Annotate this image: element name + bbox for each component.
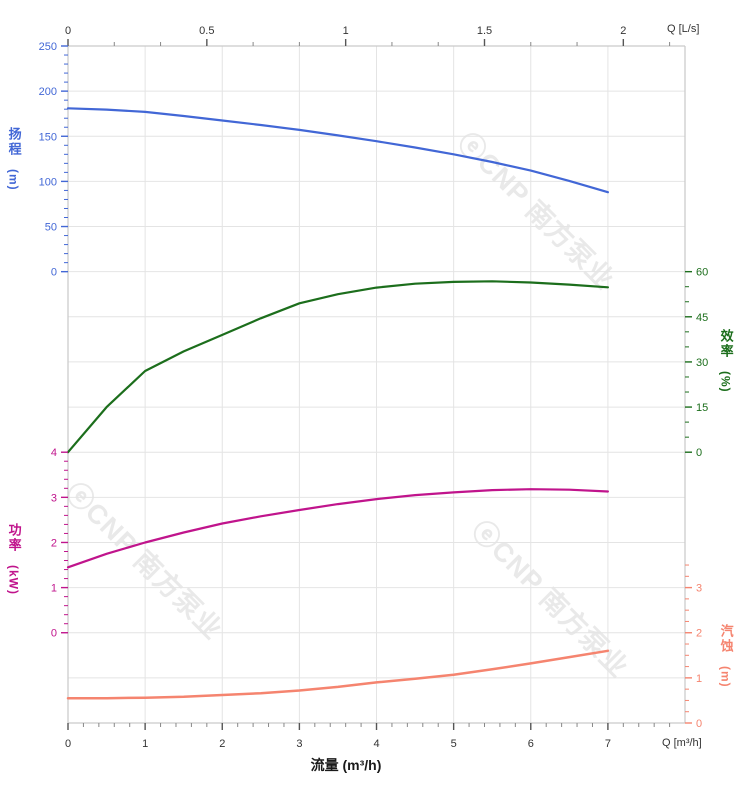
top-tick-label: 0.5 — [199, 25, 214, 37]
power-curve — [66, 488, 610, 569]
eff-tick-label: 30 — [696, 357, 708, 369]
npsh-tick-label: 2 — [696, 628, 702, 640]
power-tick-label: 0 — [51, 628, 57, 640]
head-curve — [66, 107, 610, 194]
head-tick-label: 250 — [39, 41, 57, 53]
npsh-curve — [66, 649, 610, 700]
power-axis-title: 功率 (kW) — [6, 523, 22, 595]
bottom-tick-label: 5 — [451, 738, 457, 750]
bottom-tick-label: 7 — [605, 738, 611, 750]
head-tick-label: 200 — [39, 86, 57, 98]
head-tick-label: 50 — [45, 222, 57, 234]
npsh-axis-title-text: 汽蚀 — [718, 624, 734, 654]
head-axis-title: 扬程 (m) — [6, 127, 22, 191]
bottom-tick-label: 2 — [219, 738, 225, 750]
bottom-tick-label: 6 — [528, 738, 534, 750]
top-tick-label: 1.5 — [477, 25, 492, 37]
top-axis-unit-label: Q [L/s] — [667, 23, 700, 35]
bottom-tick-label: 0 — [65, 738, 71, 750]
bottom-axis-unit-label: Q [m³/h] — [662, 737, 702, 749]
x-axis-title: 流量 (m³/h) — [310, 757, 382, 773]
npsh-axis-unit: (m) — [718, 665, 733, 688]
power-axis-title-text: 功率 — [6, 523, 22, 553]
eff-curve — [66, 280, 610, 454]
power-tick-label: 3 — [51, 492, 57, 504]
top-tick-label: 1 — [343, 25, 349, 37]
head-tick-label: 150 — [39, 131, 57, 143]
head-axis-unit: (m) — [6, 168, 21, 191]
bottom-tick-label: 3 — [296, 738, 302, 750]
head-tick-label: 100 — [39, 176, 57, 188]
power-tick-label: 2 — [51, 537, 57, 549]
power-tick-label: 4 — [51, 447, 57, 459]
efficiency-axis-title: 效率 (%) — [718, 329, 734, 393]
head-axis-title-text: 扬程 — [6, 127, 22, 157]
npsh-tick-label: 3 — [696, 583, 702, 595]
eff-tick-label: 45 — [696, 312, 708, 324]
npsh-tick-label: 1 — [696, 673, 702, 685]
efficiency-axis-title-text: 效率 — [718, 329, 734, 359]
top-tick-label: 2 — [620, 25, 626, 37]
eff-tick-label: 0 — [696, 447, 702, 459]
bottom-tick-label: 1 — [142, 738, 148, 750]
npsh-axis-title: 汽蚀 (m) — [718, 624, 734, 688]
power-axis-unit: (kW) — [6, 564, 21, 595]
power-tick-label: 1 — [51, 583, 57, 595]
eff-tick-label: 15 — [696, 402, 708, 414]
bottom-tick-label: 4 — [373, 738, 379, 750]
head-tick-label: 0 — [51, 267, 57, 279]
efficiency-axis-unit: (%) — [718, 370, 733, 393]
npsh-tick-label: 0 — [696, 718, 702, 730]
eff-tick-label: 60 — [696, 267, 708, 279]
top-tick-label: 0 — [65, 25, 71, 37]
